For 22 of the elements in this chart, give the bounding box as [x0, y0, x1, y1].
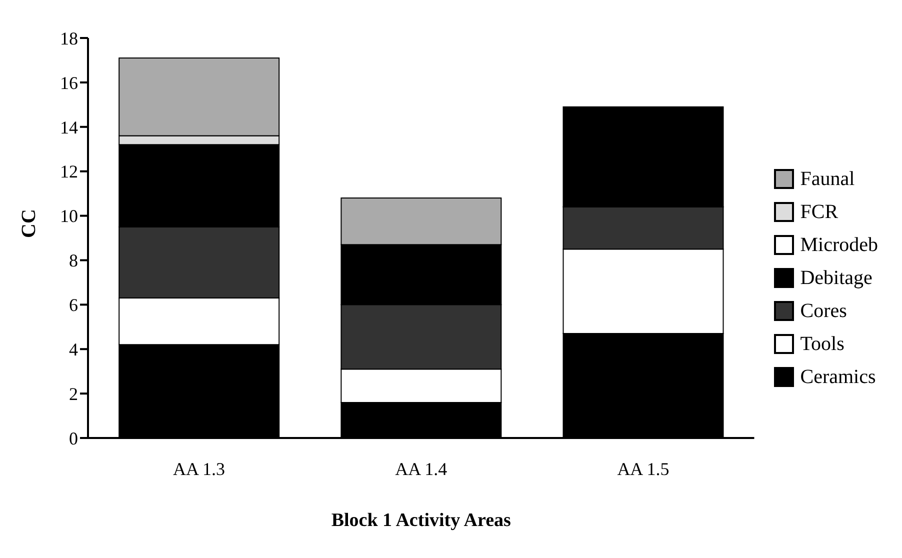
- y-tick-label: 12: [60, 162, 78, 182]
- y-tick-label: 10: [60, 206, 78, 226]
- legend-label: Cores: [800, 300, 847, 322]
- y-tick-label: 0: [69, 428, 78, 448]
- x-tick-label: AA 1.4: [395, 458, 448, 479]
- x-tick-label: AA 1.5: [617, 458, 670, 479]
- y-tick-label: 6: [69, 295, 78, 316]
- legend-label: Debitage: [800, 266, 872, 290]
- y-tick-label: 16: [60, 72, 78, 93]
- legend-label: FCR: [800, 200, 838, 224]
- x-tick-label: AA 1.3: [173, 458, 226, 479]
- y-axis-title: CC: [18, 209, 40, 238]
- y-tick-label: 14: [60, 117, 78, 138]
- legend-label: Tools: [800, 332, 844, 356]
- y-tick-label: 18: [60, 28, 78, 48]
- legend-label: Microdeb: [800, 234, 878, 256]
- legend-label: Ceramics: [800, 366, 876, 388]
- y-tick-label: 8: [69, 250, 78, 271]
- x-axis-title: Block 1 Activity Areas: [331, 510, 511, 531]
- y-tick-label: 4: [69, 340, 78, 360]
- y-tick-label: 2: [69, 384, 78, 404]
- legend-label: Faunal: [800, 168, 855, 190]
